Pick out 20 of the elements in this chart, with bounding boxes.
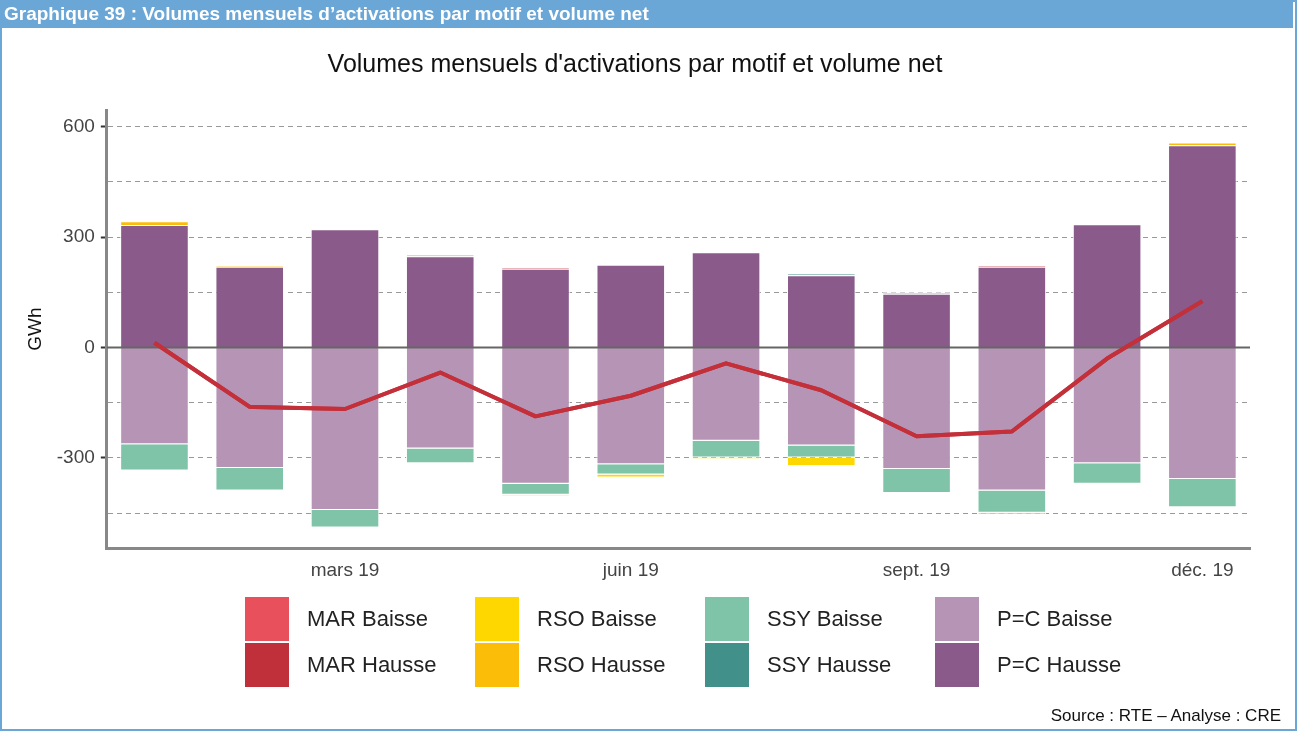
chart-title: Volumes mensuels d'activations par motif et volume net [327,48,943,77]
legend-label: SSY Baisse [767,606,883,632]
legend-label: P=C Hausse [997,652,1122,678]
y-tick-label: -300 [56,446,95,468]
y-axis-title: GWh [23,307,45,351]
x-tick-label: juin 19 [601,558,659,580]
x-tick-label: mars 19 [310,558,380,580]
text: Graphique 39 : Volumes mensuels d’activations par motif et volume net [0,0,1293,28]
legend-label: RSO Baisse [537,606,657,632]
legend-label: P=C Baisse [997,606,1113,632]
legend-label: MAR Hausse [307,652,437,678]
source-note: Source : RTE – Analyse : CRE [1050,706,1281,726]
x-tick-label: sept. 19 [882,558,951,580]
x-tick-label: déc. 19 [1171,558,1234,580]
y-tick-label: 600 [63,114,95,136]
legend-label: SSY Hausse [767,652,892,678]
y-tick-label: 300 [63,225,95,247]
legend-label: MAR Baisse [307,606,429,632]
y-tick-label: 0 [84,335,95,357]
legend-label: RSO Hausse [537,652,666,678]
